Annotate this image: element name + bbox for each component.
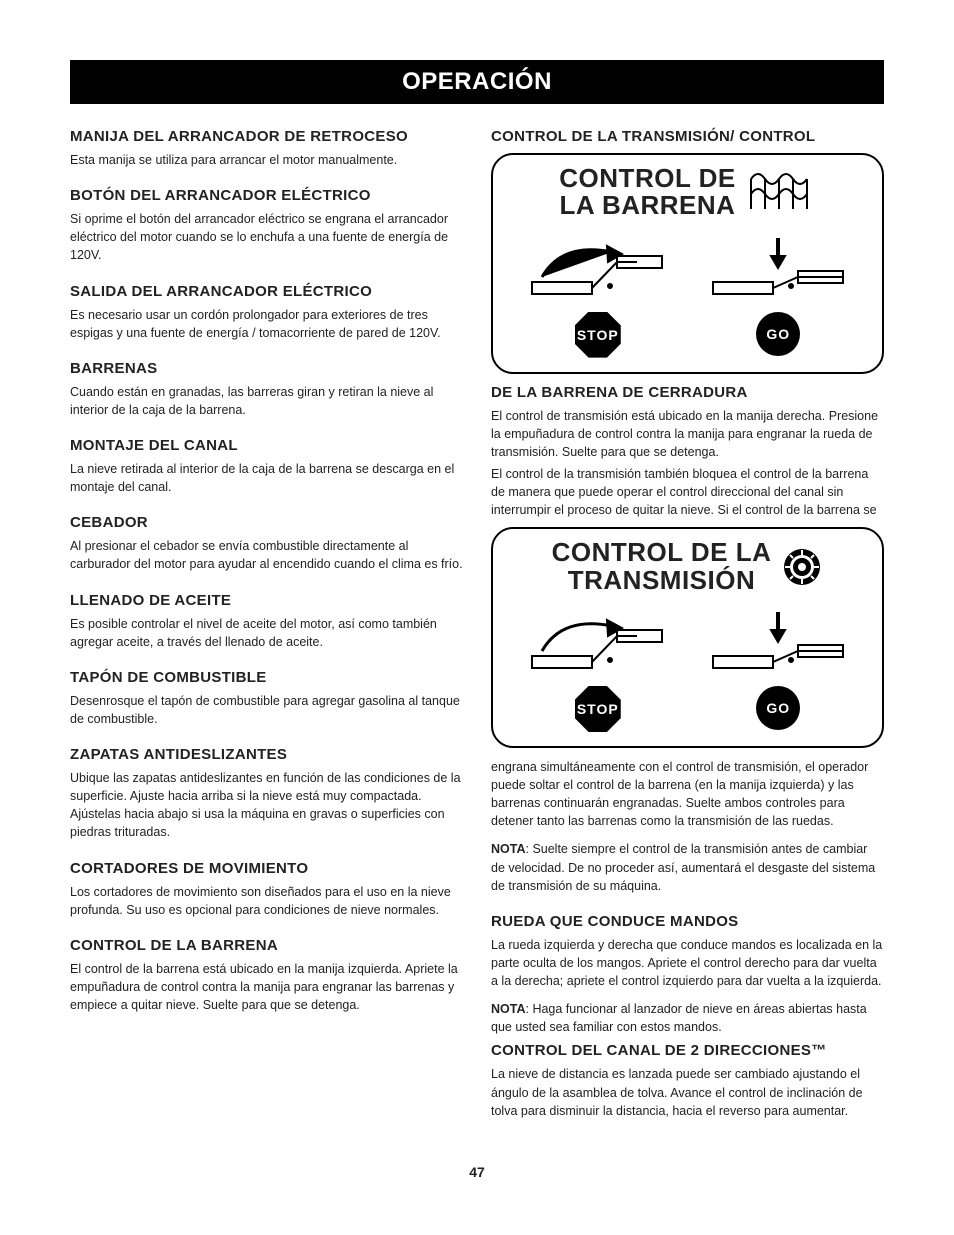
diagram-title-l2: LA BARRENA <box>560 190 736 220</box>
section-para: La rueda izquierda y derecha que conduce… <box>491 936 884 990</box>
section-para: Cuando están en granadas, las barreras g… <box>70 383 463 419</box>
section-heading: SALIDA DEL ARRANCADOR ELÉCTRICO <box>70 283 463 300</box>
section-para: La nieve de distancia es lanzada puede s… <box>491 1065 884 1119</box>
note-label: NOTA <box>491 1002 526 1016</box>
section-heading: TAPÓN DE COMBUSTIBLE <box>70 669 463 686</box>
handle-down-icon <box>703 606 853 676</box>
stop-go-row: STOP GO <box>507 306 868 358</box>
diagram-auger-control: CONTROL DE LA BARRENA <box>491 153 884 374</box>
section-para: Ubique las zapatas antideslizantes en fu… <box>70 769 463 842</box>
tire-icon <box>781 546 823 588</box>
note-label: NOTA <box>491 842 526 856</box>
diagram-title-l1: CONTROL DE LA <box>552 537 772 567</box>
section-para: Desenrosque el tapón de combustible para… <box>70 692 463 728</box>
stop-sign-icon: STOP <box>575 686 621 732</box>
section-para: Es posible controlar el nivel de aceite … <box>70 615 463 651</box>
section-heading: CONTROL DE LA TRANSMISIÓN/ CONTROL <box>491 128 884 145</box>
diagram-title-l2: TRANSMISIÓN <box>568 565 756 595</box>
note-text: : Haga funcionar al lanzador de nieve en… <box>491 1002 867 1034</box>
section-heading: ZAPATAS ANTIDESLIZANTES <box>70 746 463 763</box>
go-sign-icon: GO <box>756 312 800 356</box>
handle-up-icon <box>522 232 672 302</box>
section-heading: CONTROL DEL CANAL DE 2 DIRECCIONES™ <box>491 1042 884 1059</box>
stop-label: STOP <box>577 701 619 717</box>
section-heading: DE LA BARRENA DE CERRADURA <box>491 384 884 401</box>
page-number: 47 <box>70 1164 884 1180</box>
section-heading: CORTADORES DE MOVIMIENTO <box>70 860 463 877</box>
diagram-title-l1: CONTROL DE <box>559 163 735 193</box>
section-para: Esta manija se utiliza para arrancar el … <box>70 151 463 169</box>
diagram-drive-control: CONTROL DE LA TRANSMISIÓN <box>491 527 884 748</box>
note-text: : Suelte siempre el control de la transm… <box>491 842 875 892</box>
section-para: Si oprime el botón del arrancador eléctr… <box>70 210 463 264</box>
section-heading: MANIJA DEL ARRANCADOR DE RETROCESO <box>70 128 463 145</box>
section-para: El control de la transmisión también blo… <box>491 465 884 519</box>
diagram-title: CONTROL DE LA BARRENA <box>559 165 735 220</box>
diagram-handles-row <box>507 606 868 676</box>
diagram-title: CONTROL DE LA TRANSMISIÓN <box>552 539 772 594</box>
section-para: El control de la barrena está ubicado en… <box>70 960 463 1014</box>
section-para: El control de transmisión está ubicado e… <box>491 407 884 461</box>
handle-up-icon <box>522 606 672 676</box>
stop-sign-icon: STOP <box>575 312 621 358</box>
section-para: La nieve retirada al interior de la caja… <box>70 460 463 496</box>
note-para: NOTA: Haga funcionar al lanzador de niev… <box>491 1000 884 1036</box>
section-para: Los cortadores de movimiento son diseñad… <box>70 883 463 919</box>
section-para: Al presionar el cebador se envía combust… <box>70 537 463 573</box>
section-heading: LLENADO DE ACEITE <box>70 592 463 609</box>
note-para: NOTA: Suelte siempre el control de la tr… <box>491 840 884 894</box>
go-label: GO <box>766 326 790 342</box>
page-title-bar: OPERACIÓN <box>70 60 884 104</box>
stop-go-row: STOP GO <box>507 680 868 732</box>
right-column: CONTROL DE LA TRANSMISIÓN/ CONTROL CONTR… <box>491 128 884 1124</box>
handle-up <box>522 232 672 302</box>
section-para: Es necesario usar un cordón prolongador … <box>70 306 463 342</box>
section-heading: CEBADOR <box>70 514 463 531</box>
section-para: engrana simultáneamente con el control d… <box>491 758 884 831</box>
section-heading: MONTAJE DEL CANAL <box>70 437 463 454</box>
section-heading: BOTÓN DEL ARRANCADOR ELÉCTRICO <box>70 187 463 204</box>
go-label: GO <box>766 700 790 716</box>
section-heading: CONTROL DE LA BARRENA <box>70 937 463 954</box>
section-heading: RUEDA QUE CONDUCE MANDOS <box>491 913 884 930</box>
content-columns: MANIJA DEL ARRANCADOR DE RETROCESO Esta … <box>70 128 884 1124</box>
diagram-handles-row <box>507 232 868 302</box>
go-sign-icon: GO <box>756 686 800 730</box>
stop-label: STOP <box>577 327 619 343</box>
section-heading: BARRENAS <box>70 360 463 377</box>
left-column: MANIJA DEL ARRANCADOR DE RETROCESO Esta … <box>70 128 463 1124</box>
handle-down-icon <box>703 232 853 302</box>
auger-icon <box>746 169 816 215</box>
page-title: OPERACIÓN <box>402 68 552 95</box>
handle-up <box>522 606 672 676</box>
handle-down <box>703 232 853 302</box>
handle-down <box>703 606 853 676</box>
